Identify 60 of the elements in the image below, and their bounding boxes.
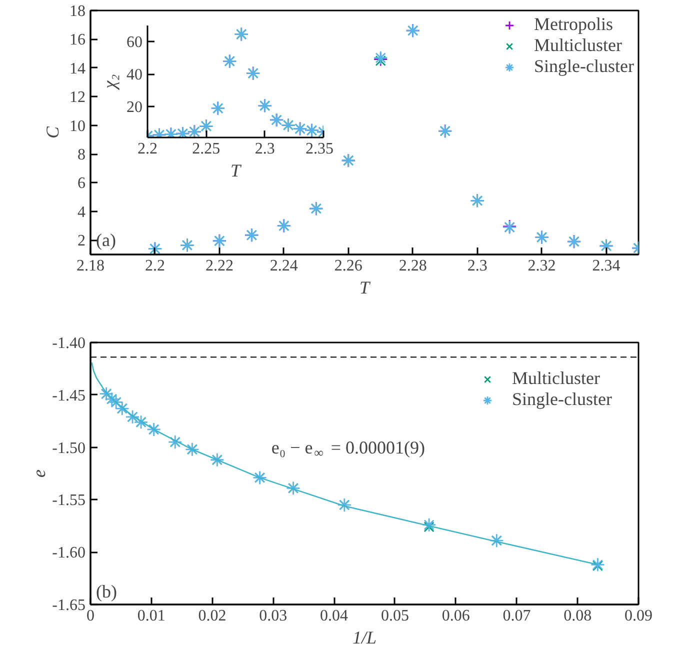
y-tick-label: -1.60 bbox=[52, 544, 86, 562]
x-tick-label: 2.25 bbox=[192, 140, 220, 158]
point bbox=[375, 55, 386, 66]
point bbox=[424, 522, 434, 532]
x-tick-label: 0.09 bbox=[624, 608, 652, 624]
x-tick-label: 2.35 bbox=[306, 140, 334, 158]
legend-label: Multicluster bbox=[512, 368, 600, 389]
y-tick-label: 40 bbox=[126, 66, 142, 84]
x-tick-label: 2.24 bbox=[270, 258, 298, 274]
point bbox=[422, 518, 436, 532]
x-tick-label: 0.05 bbox=[380, 608, 409, 624]
y-tick-label: 6 bbox=[78, 175, 86, 192]
legend-label: Single-cluster bbox=[534, 56, 634, 77]
y-tick-label: 20 bbox=[126, 99, 142, 116]
x-tick-label: 2.28 bbox=[398, 258, 427, 274]
legend-label: Multicluster bbox=[534, 35, 622, 56]
x-tick-label: 0.03 bbox=[259, 608, 288, 624]
y-tick-label: -1.45 bbox=[52, 387, 86, 404]
legend-label: Metropolis bbox=[534, 14, 614, 35]
y-tick-label: 4 bbox=[78, 204, 86, 221]
x-axis-title: T bbox=[359, 278, 372, 298]
y-tick-label: 60 bbox=[126, 34, 142, 52]
y-tick-label: 10 bbox=[70, 118, 86, 135]
x-tick-label: 0.07 bbox=[502, 608, 531, 624]
x-tick-label: 2.3 bbox=[467, 258, 488, 274]
annotation: e₀ − e∞ = 0.00001(9) bbox=[271, 437, 426, 460]
x-tick-label: 0.04 bbox=[320, 608, 348, 624]
point bbox=[590, 557, 605, 572]
y-tick-label: 14 bbox=[70, 60, 86, 78]
legend-label: Single-cluster bbox=[512, 389, 612, 410]
y-tick-label: -1.40 bbox=[52, 335, 86, 352]
x-tick-label: 2.3 bbox=[254, 140, 275, 158]
annotation: (a) bbox=[96, 230, 116, 250]
x-axis-title: 1/L bbox=[352, 628, 377, 648]
x-tick-label: 2.2 bbox=[138, 140, 158, 158]
y-axis-title: χ₂ bbox=[100, 74, 120, 91]
y-tick-label: -1.50 bbox=[52, 440, 86, 457]
y-tick-label: 12 bbox=[70, 89, 86, 106]
x-tick-label: 2.34 bbox=[592, 258, 620, 274]
x-tick-label: 0.01 bbox=[137, 608, 166, 624]
y-axis-title: e bbox=[29, 469, 50, 478]
y-tick-label: 2 bbox=[78, 232, 86, 250]
y-axis-title: C bbox=[42, 126, 62, 139]
y-tick-label: 18 bbox=[70, 3, 86, 20]
x-tick-label: 2.22 bbox=[205, 258, 234, 274]
x-tick-label: 0.06 bbox=[442, 608, 470, 624]
annotation: (b) bbox=[96, 581, 117, 602]
y-tick-label: -1.55 bbox=[52, 492, 86, 510]
x-axis-title: T bbox=[230, 160, 242, 180]
x-tick-label: 2.18 bbox=[76, 258, 104, 274]
x-tick-label: 2.32 bbox=[528, 258, 556, 274]
x-tick-label: 0.02 bbox=[198, 608, 226, 624]
y-tick-label: 16 bbox=[70, 32, 86, 49]
x-tick-label: 0.08 bbox=[564, 608, 592, 624]
y-tick-label: -1.65 bbox=[52, 597, 86, 614]
y-tick-label: 8 bbox=[78, 146, 86, 164]
x-tick-label: 2.26 bbox=[334, 258, 362, 274]
x-tick-label: 0 bbox=[86, 608, 94, 624]
x-tick-label: 2.2 bbox=[144, 258, 165, 274]
point bbox=[592, 560, 603, 572]
